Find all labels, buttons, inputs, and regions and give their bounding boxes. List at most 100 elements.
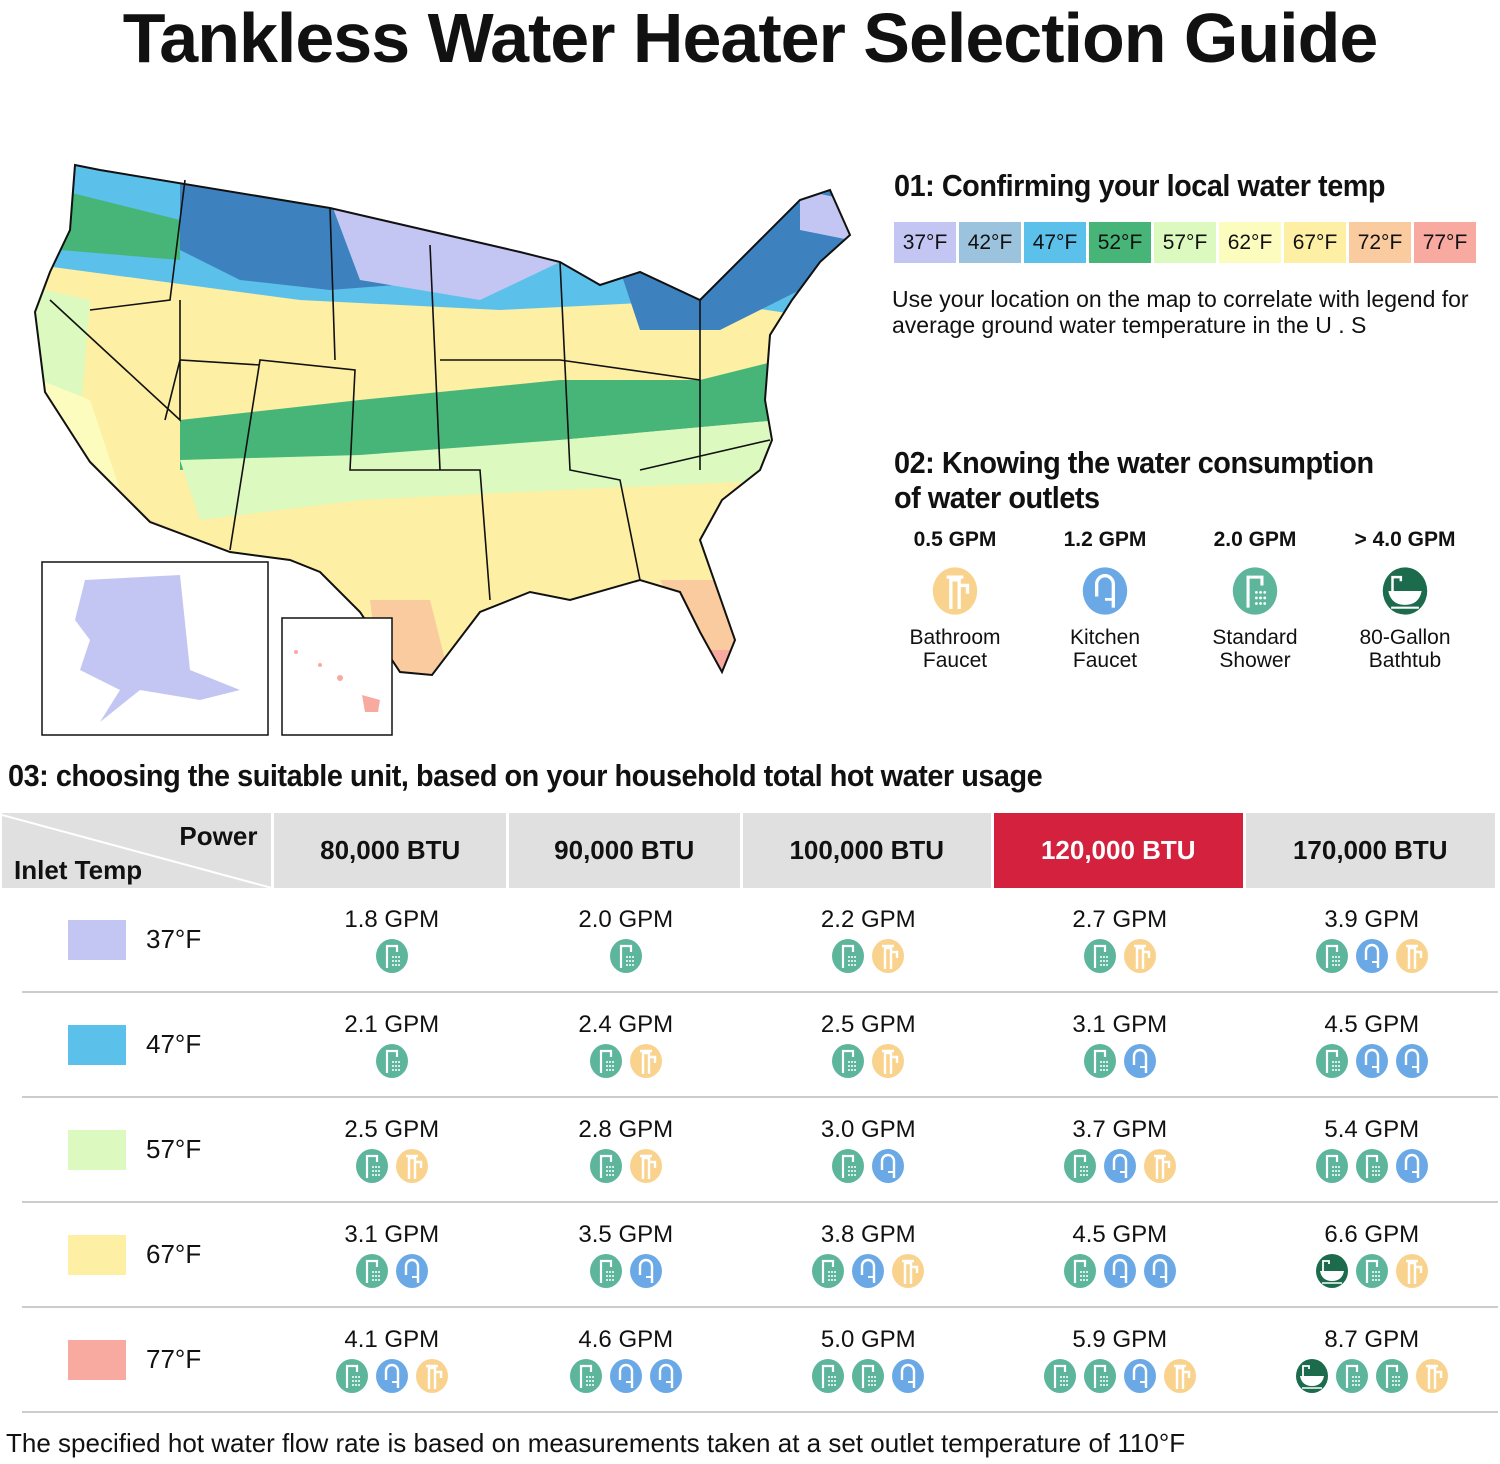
us-water-temperature-map <box>33 163 852 736</box>
column-header: 90,000 BTU <box>508 813 740 888</box>
shower-icon <box>1062 1253 1098 1289</box>
flow-rate-value: 3.9 GPM <box>1324 906 1420 933</box>
outlet-icons <box>1246 1043 1498 1079</box>
kitchen-faucet-icon <box>1080 566 1130 616</box>
bathroom-faucet-icon <box>1142 1148 1178 1184</box>
bathtub-icon <box>1294 1358 1330 1394</box>
legend-swatch: 37°F <box>894 222 956 263</box>
flow-rate-value: 3.7 GPM <box>1072 1116 1168 1143</box>
corner-power-label: Power <box>179 821 258 851</box>
outlet-icons <box>274 1148 509 1184</box>
kitchen-faucet-icon <box>628 1253 664 1289</box>
inlet-temp-label: 47°F <box>146 1029 202 1059</box>
shower-icon <box>1082 1358 1118 1394</box>
flow-rate-value: 4.5 GPM <box>1072 1221 1168 1248</box>
selection-table: Power Inlet Temp 80,000 BTU 90,000 BTU 100… <box>2 813 1498 1413</box>
temp-color-swatch <box>68 1339 126 1380</box>
temperature-legend: 37°F 42°F 47°F 52°F 57°F 62°F 67°F 72°F 77°F <box>894 222 1479 263</box>
corner-inlet-label: Inlet Temp <box>14 855 143 885</box>
bathroom-faucet-icon <box>930 566 980 616</box>
inlet-temp-cell: 77°F <box>22 1308 274 1411</box>
inlet-temp-cell: 57°F <box>22 1098 274 1201</box>
outlet-item: 0.5 GPM Bathroom Faucet <box>880 528 1030 672</box>
shower-icon <box>830 1043 866 1079</box>
kitchen-faucet-icon <box>1102 1253 1138 1289</box>
inlet-temp-label: 77°F <box>146 1344 202 1374</box>
legend-swatch: 77°F <box>1414 222 1476 263</box>
legend-swatch: 67°F <box>1284 222 1346 263</box>
outlet-icons <box>994 1358 1245 1394</box>
shower-icon <box>374 1043 410 1079</box>
outlet-label: Standard <box>1212 626 1298 649</box>
shower-icon <box>810 1253 846 1289</box>
bathtub-icon <box>1380 566 1430 616</box>
shower-icon <box>830 1148 866 1184</box>
shower-icon <box>810 1358 846 1394</box>
flow-rate-cell: 4.6 GPM <box>509 1308 743 1411</box>
flow-rate-value: 3.1 GPM <box>344 1221 440 1248</box>
section2-heading: 02: Knowing the water consumption of wat… <box>894 445 1374 515</box>
flow-rate-cell: 5.4 GPM <box>1246 1098 1498 1201</box>
flow-rate-cell: 1.8 GPM <box>274 888 509 991</box>
outlet-icons <box>274 1043 509 1079</box>
shower-icon <box>1082 1043 1118 1079</box>
table-row: 57°F 2.5 GPM 2.8 GPM 3.0 GPM 3.7 GPM 5.4 GPM <box>22 1098 1498 1203</box>
outlet-icons <box>994 938 1245 974</box>
outlet-gpm: 2.0 GPM <box>1213 528 1297 551</box>
flow-rate-value: 2.4 GPM <box>578 1011 674 1038</box>
column-header: 80,000 BTU <box>274 813 506 888</box>
kitchen-faucet-icon <box>394 1253 430 1289</box>
flow-rate-cell: 6.6 GPM <box>1246 1203 1498 1306</box>
kitchen-faucet-icon <box>374 1358 410 1394</box>
flow-rate-cell: 4.5 GPM <box>1246 993 1498 1096</box>
bathroom-faucet-icon <box>414 1358 450 1394</box>
legend-swatch: 52°F <box>1089 222 1151 263</box>
kitchen-faucet-icon <box>1394 1148 1430 1184</box>
shower-icon <box>1354 1253 1390 1289</box>
flow-rate-cell: 2.0 GPM <box>509 888 743 991</box>
flow-rate-cell: 2.5 GPM <box>743 993 994 1096</box>
map-state-borders <box>49 179 771 601</box>
flow-rate-cell: 8.7 GPM <box>1246 1308 1498 1411</box>
outlet-icons <box>1246 1358 1498 1394</box>
flow-rate-value: 2.1 GPM <box>344 1011 440 1038</box>
kitchen-faucet-icon <box>890 1358 926 1394</box>
table-row: 77°F 4.1 GPM 4.6 GPM 5.0 GPM 5.9 GPM 8.7 GPM <box>22 1308 1498 1413</box>
flow-rate-value: 4.1 GPM <box>344 1326 440 1353</box>
corner-diagonal <box>2 814 272 888</box>
flow-rate-value: 4.5 GPM <box>1324 1011 1420 1038</box>
flow-rate-value: 3.0 GPM <box>820 1116 916 1143</box>
shower-icon <box>1374 1358 1410 1394</box>
alaska-inset <box>41 561 269 736</box>
kitchen-faucet-icon <box>648 1358 684 1394</box>
flow-rate-cell: 4.5 GPM <box>994 1203 1245 1306</box>
outlet-icons <box>994 1253 1245 1289</box>
flow-rate-value: 5.0 GPM <box>820 1326 916 1353</box>
flow-rate-cell: 3.7 GPM <box>994 1098 1245 1201</box>
hawaii-inset <box>281 617 393 736</box>
bathtub-icon <box>1314 1253 1350 1289</box>
inlet-temp-cell: 37°F <box>22 888 274 991</box>
outlet-label: Bathtub <box>1368 649 1442 672</box>
flow-rate-cell: 3.8 GPM <box>743 1203 994 1306</box>
column-header: 170,000 BTU <box>1245 813 1496 888</box>
table-header-row: Power Inlet Temp 80,000 BTU 90,000 BTU 100… <box>2 813 1498 888</box>
table-body: 37°F 1.8 GPM 2.0 GPM 2.2 GPM 2.7 GPM 3.9 GPM 4… <box>2 888 1498 1413</box>
flow-rate-value: 4.6 GPM <box>578 1326 674 1353</box>
shower-icon <box>588 1148 624 1184</box>
bathroom-faucet-icon <box>628 1043 664 1079</box>
outlet-icons <box>1246 938 1498 974</box>
outlet-icons <box>509 1043 743 1079</box>
shower-icon <box>1042 1358 1078 1394</box>
temp-color-swatch <box>68 1024 126 1065</box>
outlet-icons <box>743 1043 994 1079</box>
kitchen-faucet-icon <box>850 1253 886 1289</box>
temp-color-swatch <box>68 1129 126 1170</box>
section2-heading-line1: 02: Knowing the water consumption <box>894 445 1374 480</box>
flow-rate-value: 8.7 GPM <box>1324 1326 1420 1353</box>
table-row: 47°F 2.1 GPM 2.4 GPM 2.5 GPM 3.1 GPM 4.5 GPM <box>22 993 1498 1098</box>
outlet-icons <box>274 938 509 974</box>
shower-icon <box>1062 1148 1098 1184</box>
flow-rate-value: 5.4 GPM <box>1324 1116 1420 1143</box>
column-header: 120,000 BTU <box>994 813 1243 888</box>
